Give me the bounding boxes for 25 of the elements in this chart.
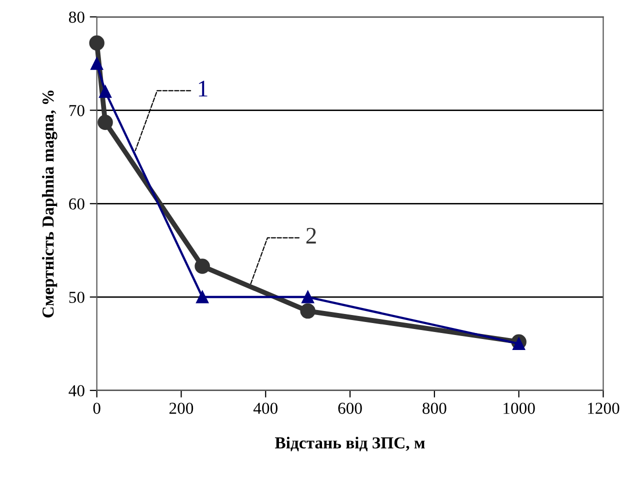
point bbox=[90, 57, 104, 70]
y-tick-label: 80 bbox=[68, 12, 84, 23]
x-tick-label: 600 bbox=[338, 402, 362, 414]
point bbox=[194, 258, 210, 274]
y-tick-label: 50 bbox=[69, 292, 84, 303]
x-tick-label: 1200 bbox=[588, 402, 620, 414]
point bbox=[99, 85, 112, 98]
point bbox=[89, 35, 104, 51]
point bbox=[302, 290, 314, 304]
point bbox=[512, 337, 526, 350]
point bbox=[196, 290, 209, 304]
x-tick-label: 200 bbox=[169, 402, 194, 414]
y-tick-label: 40 bbox=[68, 385, 84, 396]
x-axis-title: Відстань від ЗПС, м bbox=[275, 436, 425, 452]
point bbox=[98, 114, 113, 130]
x-tick-label: 0 bbox=[93, 402, 100, 414]
x-tick-label: 800 bbox=[422, 402, 446, 414]
x-tick-label: 400 bbox=[253, 402, 278, 414]
text: 2 bbox=[306, 228, 316, 244]
text: 1 bbox=[198, 80, 208, 96]
y-axis-title: Смертність Daphnia magna, % bbox=[42, 90, 58, 318]
x-tick-label: 1000 bbox=[504, 402, 535, 414]
y-tick-label: 70 bbox=[69, 104, 84, 116]
y-tick-label: 60 bbox=[69, 198, 84, 210]
point bbox=[300, 303, 316, 319]
